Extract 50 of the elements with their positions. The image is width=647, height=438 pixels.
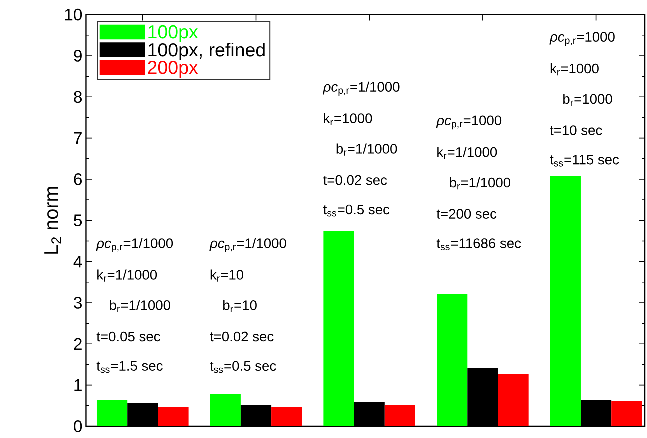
y-tick-label: 2: [74, 338, 82, 350]
bar: [324, 231, 354, 426]
annotation: ρc$_{p,r}$=1000: [550, 32, 615, 46]
annotation: ρc$_{p,r}$=1/1000: [322, 82, 400, 96]
annotation: t$_{ss}$=0.5 sec: [210, 361, 276, 373]
annotation: ρc$_{p,r}$=1000: [436, 116, 502, 130]
annotation: t$_{ss}$=115 sec: [550, 154, 620, 167]
legend-label: 200px: [148, 60, 198, 78]
annotation: ρc$_{p,r}$=1/1000: [210, 238, 286, 252]
annotation: t$_{ss}$=1.5 sec: [96, 361, 163, 373]
annotation: t=10 sec: [550, 125, 602, 136]
annotation: b$_{r}$=1/1000: [336, 144, 398, 156]
bar: [550, 176, 581, 426]
annotation: t$_{ss}$=0.5 sec: [324, 204, 390, 217]
annotation: k$_{r}$=10: [210, 270, 244, 282]
annotation: k$_{r}$=1/1000: [98, 270, 158, 282]
annotation: t=0.05 sec: [96, 332, 160, 342]
annotation: b$_{r}$=10: [224, 300, 257, 312]
y-tick-label: 9: [74, 50, 82, 62]
annotation: k$_{r}$=1000: [324, 113, 372, 126]
bar: [96, 400, 128, 426]
annotation: b$_{r}$=1/1000: [450, 177, 511, 190]
y-tick-label: 8: [74, 91, 82, 103]
legend-label: 100px, refined: [148, 42, 265, 60]
annotation: t$_{ss}$=11686 sec: [436, 238, 522, 250]
y-tick-label: 6: [74, 173, 82, 186]
annotation: b$_{r}$=1000: [564, 94, 612, 106]
y-tick-label: 1: [74, 379, 82, 391]
annotation: t=0.02 sec: [324, 175, 388, 186]
annotation: k$_{r}$=1/1000: [438, 146, 498, 160]
bar: [158, 406, 189, 426]
y-axis-title: L$_{2}$ norm: [44, 186, 62, 254]
y-tick-label: 10: [65, 8, 82, 21]
y-tick-label: 0: [74, 420, 82, 432]
annotation: t=200 sec: [436, 208, 497, 219]
annotation: b$_{r}$=1/1000: [110, 300, 170, 312]
annotation: ρc$_{p,r}$=1/1000: [96, 238, 174, 252]
y-tick-label: 7: [74, 132, 82, 144]
annotation: k$_{r}$=1000: [550, 63, 599, 76]
bar: [272, 406, 302, 426]
y-tick-label: 5: [74, 214, 82, 226]
bar: [498, 374, 529, 426]
legend-label: 100px: [148, 25, 198, 42]
annotation: t=0.02 sec: [210, 332, 274, 342]
bar: [384, 404, 416, 426]
y-tick-label: 3: [74, 296, 82, 309]
bar: [210, 394, 241, 426]
bar: [437, 294, 468, 426]
y-tick-label: 4: [74, 256, 82, 268]
bar: [612, 401, 642, 426]
